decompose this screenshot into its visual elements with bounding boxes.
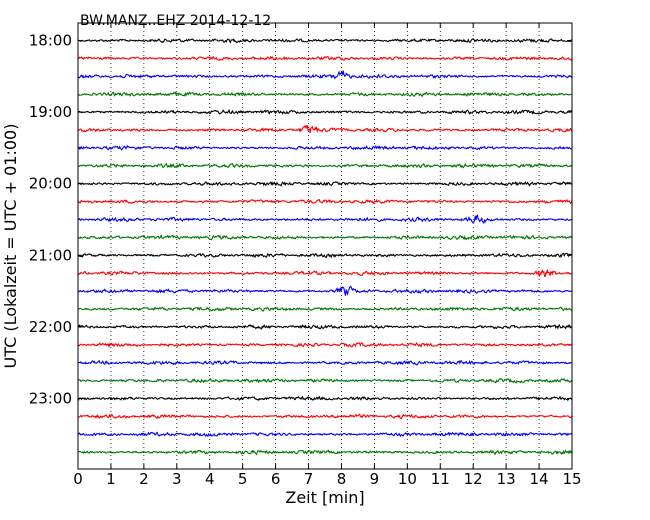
x-tick-label: 6 <box>271 470 281 488</box>
y-tick-label: 18:00 <box>29 32 72 50</box>
x-tick-label: 12 <box>464 470 483 488</box>
y-tick-label: 20:00 <box>29 175 72 193</box>
x-tick-label: 1 <box>106 470 116 488</box>
trace-line <box>77 69 573 80</box>
trace-line <box>77 109 573 115</box>
trace-line <box>77 431 573 437</box>
trace-line <box>77 38 573 44</box>
trace-line <box>77 145 573 151</box>
grid-lines <box>110 23 540 469</box>
x-tick-label: 8 <box>337 470 347 488</box>
trace-line <box>77 180 573 187</box>
trace-line <box>77 198 573 205</box>
trace-line <box>77 55 573 61</box>
trace-line <box>77 377 573 384</box>
trace-line <box>77 162 573 169</box>
trace-line <box>77 252 573 259</box>
trace-line <box>77 359 573 366</box>
seismic-traces <box>77 38 573 456</box>
chart-title: BW.MANZ..EHZ 2014-12-12 <box>80 13 271 29</box>
plot-area-frame <box>77 22 573 470</box>
trace-line <box>77 306 573 312</box>
x-axis-ticks: 0 1 2 3 4 5 6 7 8 9 10 11 12 13 14 15 <box>73 23 582 488</box>
trace-line <box>77 91 573 97</box>
trace-line <box>77 449 573 456</box>
y-axis-ticks: 18:00 19:00 20:00 21:00 22:00 23:00 <box>29 32 572 408</box>
x-tick-label: 7 <box>304 470 314 488</box>
y-axis-label: UTC (Lokalzeit = UTC + 01:00) <box>1 124 20 369</box>
trace-line <box>77 395 573 402</box>
trace-line <box>77 341 573 348</box>
x-tick-label: 2 <box>139 470 149 488</box>
x-tick-label: 0 <box>73 470 83 488</box>
x-tick-label: 13 <box>497 470 516 488</box>
x-axis-label: Zeit [min] <box>285 488 364 507</box>
x-tick-label: 3 <box>172 470 182 488</box>
trace-line <box>77 413 573 420</box>
trace-line <box>77 214 573 225</box>
x-tick-label: 11 <box>431 470 450 488</box>
x-tick-label: 9 <box>370 470 380 488</box>
trace-line <box>77 323 573 330</box>
x-tick-label: 5 <box>238 470 248 488</box>
trace-line <box>77 124 573 134</box>
x-tick-label: 10 <box>398 470 417 488</box>
x-tick-label: 15 <box>562 470 581 488</box>
trace-line <box>77 286 573 296</box>
trace-line <box>77 269 573 278</box>
trace-line <box>77 234 573 241</box>
x-tick-label: 4 <box>205 470 215 488</box>
y-tick-label: 21:00 <box>29 246 72 264</box>
y-tick-label: 23:00 <box>29 390 72 408</box>
y-tick-label: 22:00 <box>29 318 72 336</box>
x-tick-label: 14 <box>530 470 549 488</box>
y-tick-label: 19:00 <box>29 103 72 121</box>
